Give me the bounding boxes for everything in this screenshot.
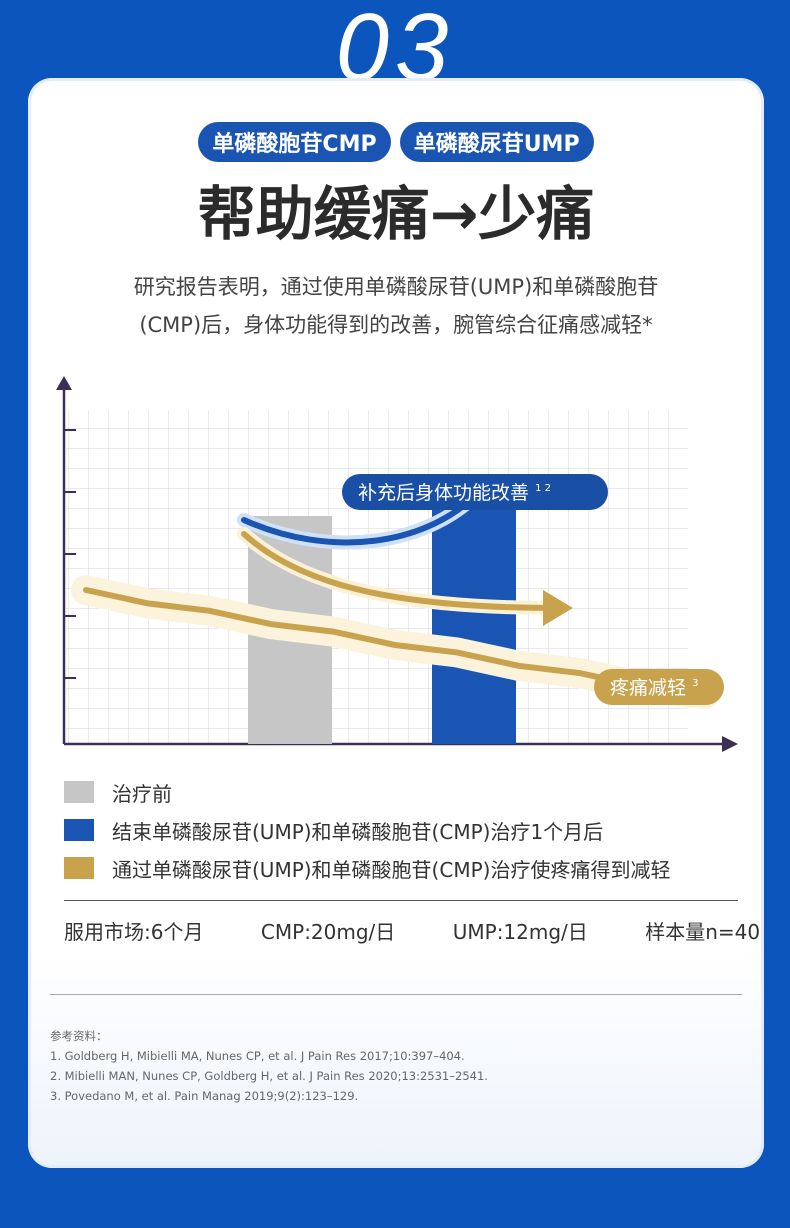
description-line-1: 研究报告表明，通过使用单磷酸尿苷(UMP)和单磷酸胞苷 — [133, 275, 659, 299]
legend-item-pain: 通过单磷酸尿苷(UMP)和单磷酸胞苷(CMP)治疗使疼痛得到减轻 — [64, 849, 670, 887]
svg-text:补充后身体功能改善 1 2: 补充后身体功能改善 1 2 — [358, 482, 551, 504]
y-ticks — [64, 429, 76, 679]
callout-pain-text: 疼痛减轻 — [610, 677, 686, 699]
tag-ump: 单磷酸尿苷UMP — [399, 122, 594, 162]
chart: 补充后身体功能改善 1 2 疼痛减轻 3 — [56, 376, 738, 752]
legend: 治疗前 结束单磷酸尿苷(UMP)和单磷酸胞苷(CMP)治疗1个月后 通过单磷酸尿… — [64, 773, 670, 887]
section-number: 03 — [335, 0, 455, 101]
callout-pain-sup: 3 — [692, 678, 698, 689]
references: 参考资料： 1. Goldberg H, Mibielli MA, Nunes … — [50, 1026, 488, 1106]
content-card: 单磷酸胞苷CMP 单磷酸尿苷UMP 帮助缓痛→少痛 研究报告表明，通过使用单磷酸… — [28, 78, 764, 1168]
dosing-duration: 服用市场:6个月 — [64, 920, 204, 944]
x-axis-arrow — [722, 736, 738, 752]
description: 研究报告表明，通过使用单磷酸尿苷(UMP)和单磷酸胞苷 (CMP)后，身体功能得… — [68, 268, 724, 344]
dosing-ump: UMP:12mg/日 — [452, 920, 588, 944]
chart-grid — [66, 410, 688, 744]
y-axis-arrow — [56, 376, 72, 390]
tag-cmp: 单磷酸胞苷CMP — [198, 122, 391, 162]
description-line-2: (CMP)后，身体功能得到的改善，腕管综合征痛感减轻* — [139, 313, 653, 337]
legend-label: 结束单磷酸尿苷(UMP)和单磷酸胞苷(CMP)治疗1个月后 — [112, 819, 604, 844]
divider — [50, 994, 742, 995]
legend-item-after: 结束单磷酸尿苷(UMP)和单磷酸胞苷(CMP)治疗1个月后 — [64, 811, 670, 849]
reference-item: 2. Mibielli MAN, Nunes CP, Goldberg H, e… — [50, 1069, 488, 1083]
legend-label: 治疗前 — [112, 781, 172, 806]
legend-swatch-gold — [64, 857, 94, 879]
callout-improve-text: 补充后身体功能改善 — [358, 482, 529, 504]
legend-swatch-blue — [64, 819, 94, 841]
reference-item: 1. Goldberg H, Mibielli MA, Nunes CP, et… — [50, 1049, 465, 1063]
references-title: 参考资料： — [50, 1029, 108, 1043]
callout-pain: 疼痛减轻 3 — [594, 669, 724, 705]
legend-swatch-gray — [64, 781, 94, 803]
dosing-info: 服用市场:6个月 CMP:20mg/日 UMP:12mg/日 样本量n=40 — [64, 916, 760, 945]
legend-item-before: 治疗前 — [64, 773, 670, 811]
divider — [64, 900, 738, 901]
pain-arrow — [241, 531, 573, 626]
dosing-cmp: CMP:20mg/日 — [260, 920, 396, 944]
headline: 帮助缓痛→少痛 — [197, 180, 595, 248]
legend-label: 通过单磷酸尿苷(UMP)和单磷酸胞苷(CMP)治疗使疼痛得到减轻 — [112, 857, 671, 882]
reference-item: 3. Povedano M, et al. Pain Manag 2019;9(… — [50, 1089, 359, 1103]
callout-improve: 补充后身体功能改善 1 2 — [342, 474, 608, 510]
callout-improve-sup: 1 2 — [535, 483, 551, 494]
svg-text:疼痛减轻 3: 疼痛减轻 3 — [610, 677, 698, 699]
tag-row: 单磷酸胞苷CMP 单磷酸尿苷UMP — [28, 122, 764, 162]
dosing-sample: 样本量n=40 — [645, 920, 761, 944]
